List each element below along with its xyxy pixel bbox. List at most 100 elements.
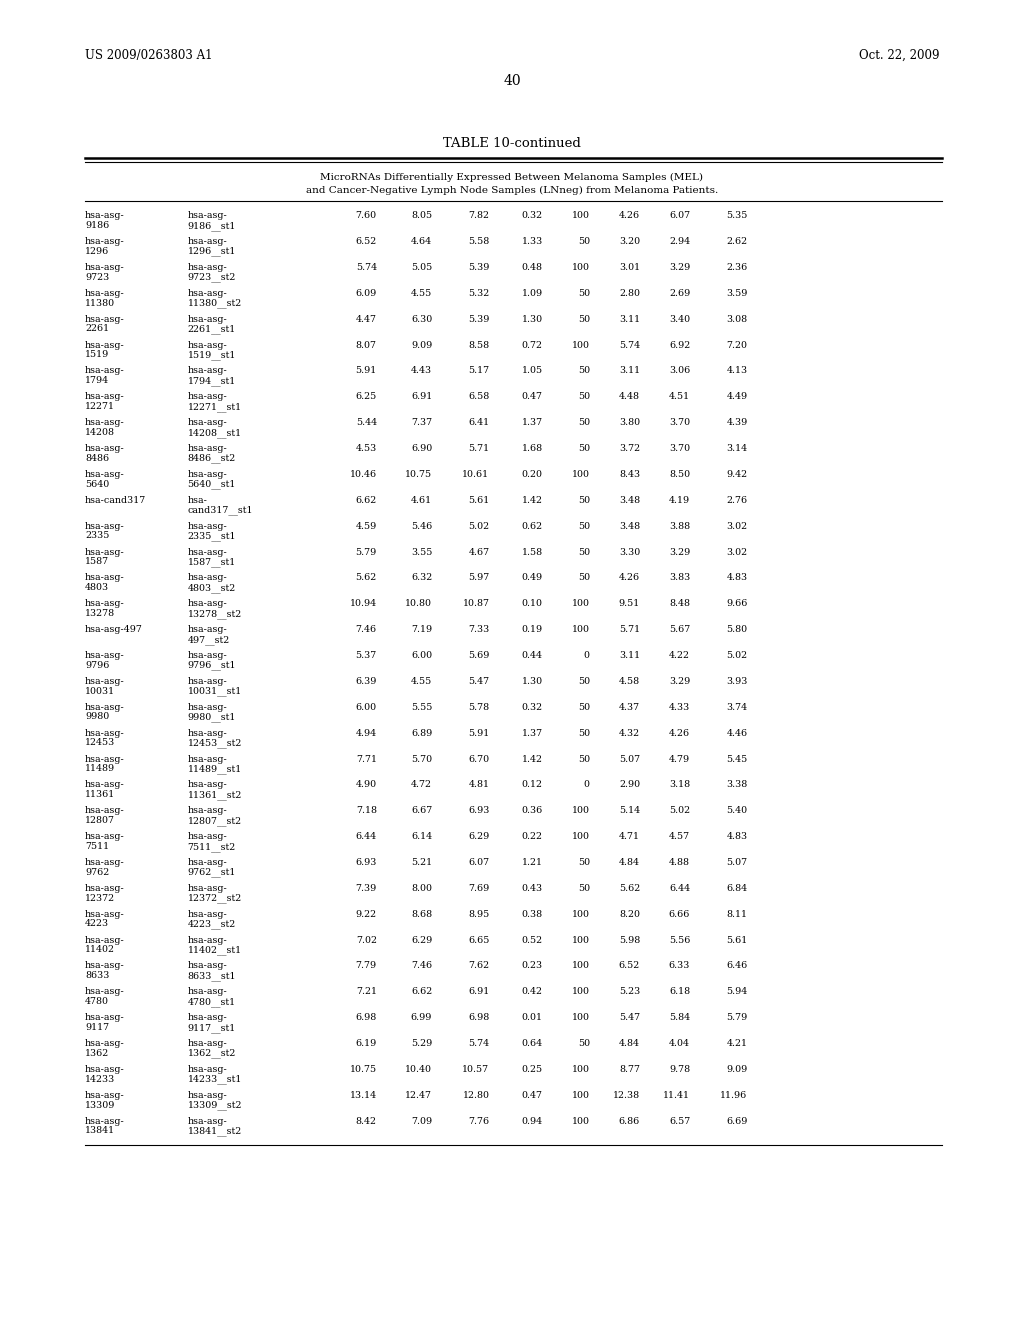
Text: 4.43: 4.43 [411,367,432,375]
Text: 6.07: 6.07 [468,858,489,867]
Text: hsa-asg-
13841: hsa-asg- 13841 [85,1117,125,1135]
Text: 0.64: 0.64 [521,1039,543,1048]
Text: 4.47: 4.47 [355,314,377,323]
Text: hsa-asg-
9796__st1: hsa-asg- 9796__st1 [187,651,236,671]
Text: 2.94: 2.94 [669,238,690,246]
Text: 1.58: 1.58 [521,548,543,557]
Text: 1.42: 1.42 [521,496,543,504]
Text: 3.14: 3.14 [726,444,748,453]
Text: 5.74: 5.74 [618,341,640,350]
Text: 6.44: 6.44 [669,884,690,892]
Text: 4.19: 4.19 [669,496,690,504]
Text: hsa-asg-
1794: hsa-asg- 1794 [85,367,125,385]
Text: hsa-asg-
1519: hsa-asg- 1519 [85,341,125,359]
Text: and Cancer-Negative Lymph Node Samples (LNneg) from Melanoma Patients.: and Cancer-Negative Lymph Node Samples (… [306,186,718,195]
Text: 5.80: 5.80 [726,626,748,634]
Text: 6.93: 6.93 [468,807,489,816]
Text: hsa-asg-
11489__st1: hsa-asg- 11489__st1 [187,755,242,774]
Text: 5.79: 5.79 [726,1014,748,1022]
Text: 1.05: 1.05 [521,367,543,375]
Text: hsa-asg-
1296: hsa-asg- 1296 [85,238,125,256]
Text: hsa-asg-
11402__st1: hsa-asg- 11402__st1 [187,936,242,954]
Text: 7.02: 7.02 [355,936,377,945]
Text: 5.91: 5.91 [355,367,377,375]
Text: hsa-asg-
4803: hsa-asg- 4803 [85,573,125,593]
Text: 4.90: 4.90 [355,780,377,789]
Text: 8.95: 8.95 [468,909,489,919]
Text: 4.81: 4.81 [468,780,489,789]
Text: 4.13: 4.13 [726,367,748,375]
Text: 3.40: 3.40 [669,314,690,323]
Text: 5.47: 5.47 [618,1014,640,1022]
Text: 8.68: 8.68 [411,909,432,919]
Text: 100: 100 [571,1090,590,1100]
Text: 3.30: 3.30 [618,548,640,557]
Text: 100: 100 [571,987,590,997]
Text: 4.48: 4.48 [618,392,640,401]
Text: hsa-asg-
2261__st1: hsa-asg- 2261__st1 [187,314,236,334]
Text: 1.30: 1.30 [521,677,543,686]
Text: 7.46: 7.46 [355,626,377,634]
Text: 6.90: 6.90 [411,444,432,453]
Text: hsa-asg-
10031__st1: hsa-asg- 10031__st1 [187,677,242,696]
Text: hsa-asg-
1587__st1: hsa-asg- 1587__st1 [187,548,236,566]
Text: 50: 50 [578,858,590,867]
Text: 9.09: 9.09 [726,1065,748,1074]
Text: 6.98: 6.98 [468,1014,489,1022]
Text: 12.80: 12.80 [463,1090,489,1100]
Text: hsa-asg-
9117__st1: hsa-asg- 9117__st1 [187,1014,236,1032]
Text: hsa-asg-
2335__st1: hsa-asg- 2335__st1 [187,521,236,541]
Text: 0.43: 0.43 [521,884,543,892]
Text: hsa-asg-
14208: hsa-asg- 14208 [85,418,125,437]
Text: 9.51: 9.51 [618,599,640,609]
Text: 7.19: 7.19 [411,626,432,634]
Text: 6.69: 6.69 [726,1117,748,1126]
Text: 4.26: 4.26 [618,211,640,220]
Text: 5.62: 5.62 [355,573,377,582]
Text: 0.44: 0.44 [521,651,543,660]
Text: 6.62: 6.62 [355,496,377,504]
Text: 4.88: 4.88 [669,858,690,867]
Text: 8.00: 8.00 [411,884,432,892]
Text: 6.91: 6.91 [468,987,489,997]
Text: 10.94: 10.94 [350,599,377,609]
Text: 7.76: 7.76 [468,1117,489,1126]
Text: MicroRNAs Differentially Expressed Between Melanoma Samples (MEL): MicroRNAs Differentially Expressed Betwe… [321,173,703,182]
Text: hsa-asg-
9762: hsa-asg- 9762 [85,858,125,876]
Text: 9.09: 9.09 [411,341,432,350]
Text: 5.47: 5.47 [468,677,489,686]
Text: 4.57: 4.57 [669,832,690,841]
Text: TABLE 10-continued: TABLE 10-continued [443,137,581,150]
Text: hsa-asg-
9980__st1: hsa-asg- 9980__st1 [187,702,236,722]
Text: 50: 50 [578,702,590,711]
Text: hsa-asg-
11380: hsa-asg- 11380 [85,289,125,308]
Text: 5.78: 5.78 [468,702,489,711]
Text: 5.35: 5.35 [726,211,748,220]
Text: 2.76: 2.76 [726,496,748,504]
Text: 0.72: 0.72 [521,341,543,350]
Text: hsa-asg-
9980: hsa-asg- 9980 [85,702,125,722]
Text: 4.94: 4.94 [355,729,377,738]
Text: 50: 50 [578,1039,590,1048]
Text: 1.37: 1.37 [521,729,543,738]
Text: 3.02: 3.02 [726,521,748,531]
Text: 10.40: 10.40 [406,1065,432,1074]
Text: 5.21: 5.21 [411,858,432,867]
Text: hsa-cand317: hsa-cand317 [85,496,146,504]
Text: 5.44: 5.44 [355,418,377,428]
Text: hsa-asg-
8633__st1: hsa-asg- 8633__st1 [187,961,236,981]
Text: 0.36: 0.36 [521,807,543,816]
Text: 0.32: 0.32 [521,211,543,220]
Text: 100: 100 [571,470,590,479]
Text: 50: 50 [578,289,590,298]
Text: 6.29: 6.29 [411,936,432,945]
Text: 3.70: 3.70 [669,444,690,453]
Text: hsa-asg-
4780: hsa-asg- 4780 [85,987,125,1006]
Text: 100: 100 [571,341,590,350]
Text: 6.39: 6.39 [355,677,377,686]
Text: 6.09: 6.09 [355,289,377,298]
Text: hsa-asg-
9186: hsa-asg- 9186 [85,211,125,230]
Text: 5.61: 5.61 [726,936,748,945]
Text: hsa-asg-
1519__st1: hsa-asg- 1519__st1 [187,341,236,360]
Text: 6.70: 6.70 [468,755,489,763]
